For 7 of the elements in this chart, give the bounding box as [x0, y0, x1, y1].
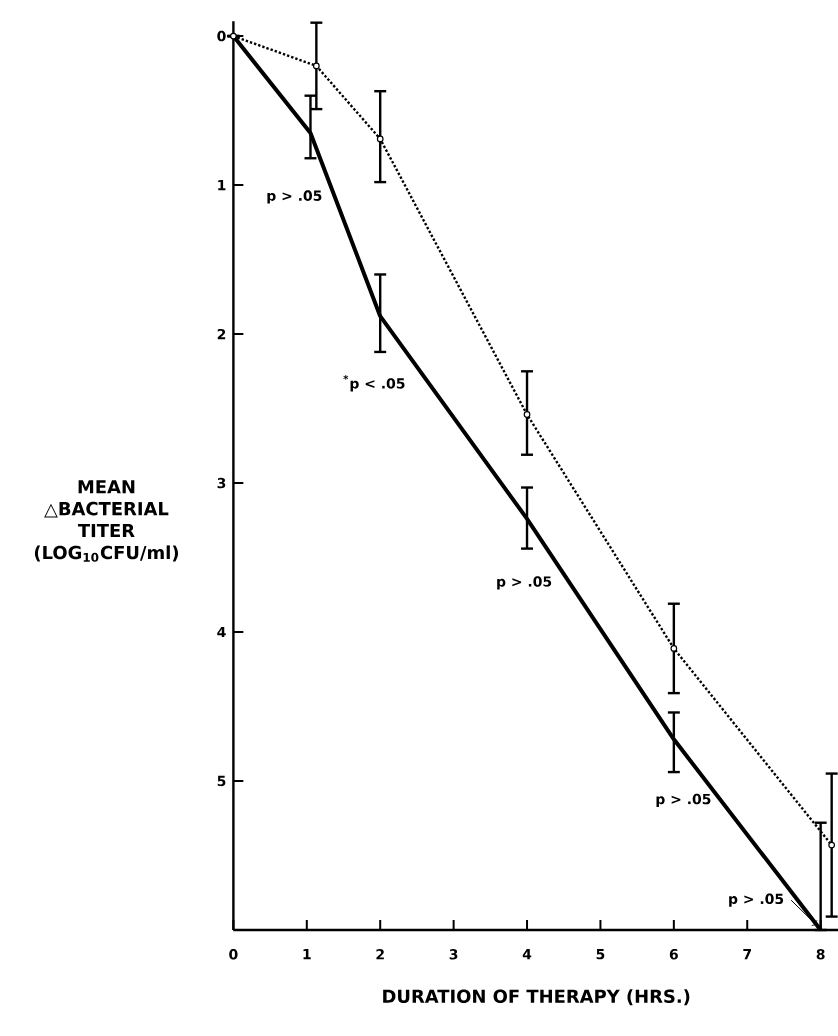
point: [670, 645, 678, 652]
y-axis-title: MEAN △BACTERIAL TITER (LOG$_{10}$CFU/ml): [34, 480, 178, 562]
point: [312, 62, 320, 70]
point: [376, 135, 384, 143]
x-axis-title: DURATION OF THERAPY (HRS.): [383, 989, 690, 1006]
point: [523, 411, 531, 418]
point: [828, 841, 836, 849]
